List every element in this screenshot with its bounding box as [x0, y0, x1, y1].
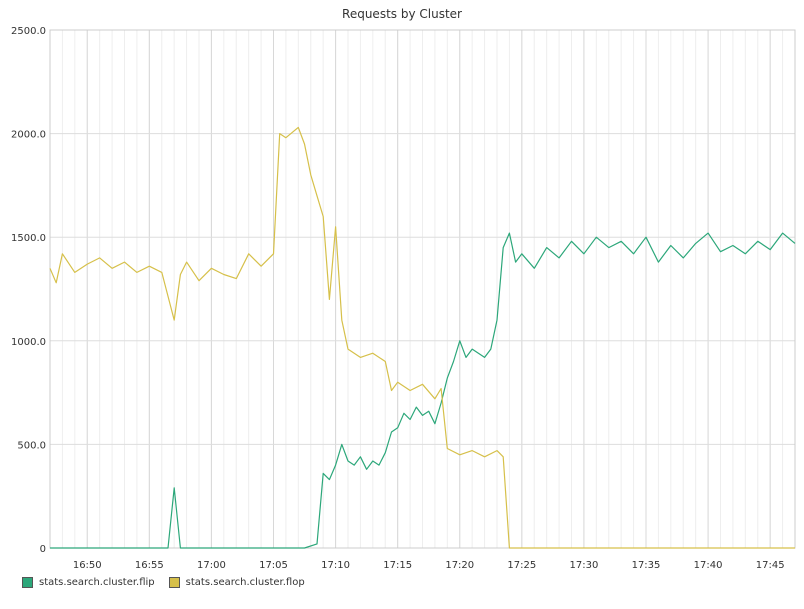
- x-tick-label: 17:25: [507, 560, 536, 571]
- x-tick-label: 17:20: [445, 560, 474, 571]
- legend: stats.search.cluster.flip stats.search.c…: [22, 577, 305, 588]
- legend-label-flip: stats.search.cluster.flip: [39, 577, 155, 588]
- x-tick-label: 17:15: [383, 560, 412, 571]
- x-tick-label: 17:35: [632, 560, 661, 571]
- x-tick-label: 17:10: [321, 560, 350, 571]
- legend-label-flop: stats.search.cluster.flop: [185, 577, 305, 588]
- y-tick-label: 2500.0: [11, 26, 46, 37]
- y-axis: 0 500.0 1000.0 1500.0 2000.0 2500.0: [11, 26, 46, 555]
- y-tick-label: 2000.0: [11, 130, 46, 141]
- x-axis: 16:50 16:55 17:00 17:05 17:10 17:15 17:20 17:25…: [73, 560, 785, 571]
- x-tick-label: 17:30: [570, 560, 599, 571]
- y-tick-label: 1000.0: [11, 337, 46, 348]
- x-tick-label: 17:40: [694, 560, 723, 571]
- series-layer: [49, 126, 796, 549]
- series-line-flop: [49, 126, 795, 549]
- legend-item-flip[interactable]: stats.search.cluster.flip: [22, 577, 155, 588]
- x-tick-label: 17:05: [259, 560, 288, 571]
- y-tick-label: 1500.0: [11, 233, 46, 244]
- x-tick-label: 17:45: [756, 560, 785, 571]
- legend-item-flop[interactable]: stats.search.cluster.flop: [168, 577, 305, 588]
- grid: [49, 29, 796, 549]
- y-tick-label: 0: [40, 544, 46, 555]
- chart-title: Requests by Cluster: [342, 7, 462, 21]
- x-tick-label: 17:00: [197, 560, 226, 571]
- legend-swatch-flip: [22, 577, 33, 588]
- x-tick-label: 16:50: [73, 560, 102, 571]
- plot-frame: [49, 29, 796, 549]
- series-line-flip: [50, 232, 796, 549]
- y-tick-label: 500.0: [17, 440, 46, 451]
- x-tick-label: 16:55: [135, 560, 164, 571]
- legend-swatch-flop: [168, 577, 180, 588]
